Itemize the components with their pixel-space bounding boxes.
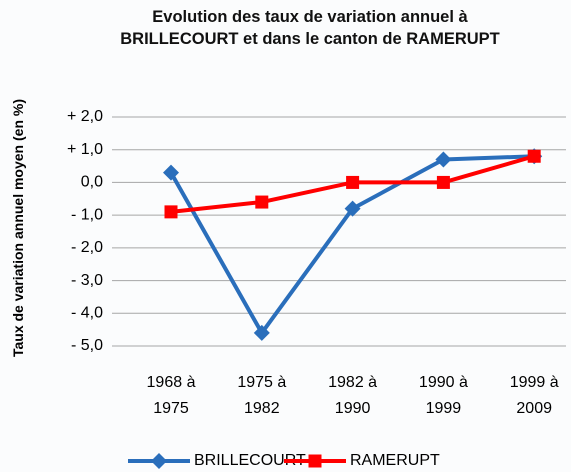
data-point — [527, 149, 541, 163]
y-tick-label: 0,0 — [81, 174, 103, 191]
y-tick-label: + 1,0 — [67, 141, 103, 158]
data-point — [436, 175, 450, 189]
data-point — [164, 205, 178, 219]
x-tick-label: 1968 à 1975 — [146, 374, 196, 417]
x-tick-label: 1975 à 1982 — [237, 374, 287, 417]
y-axis-label: Taux de variation annuel moyen (en %) — [10, 99, 26, 358]
data-point — [344, 200, 361, 217]
y-tick-label: - 5,0 — [71, 337, 103, 354]
legend-marker — [151, 453, 167, 469]
y-tick-label: - 4,0 — [71, 305, 103, 322]
x-tick-label: 1982 à 1990 — [328, 374, 378, 417]
data-point — [163, 164, 179, 181]
x-tick-label: 1999 à 2009 — [509, 374, 559, 417]
y-tick-label: + 2,0 — [67, 108, 103, 125]
legend-label: BRILLECOURT — [194, 452, 306, 469]
data-point — [253, 324, 270, 341]
legend-label: RAMERUPT — [350, 452, 440, 469]
data-point — [255, 195, 269, 209]
data-point — [346, 175, 360, 189]
data-point — [435, 151, 452, 168]
y-tick-label: - 3,0 — [71, 272, 103, 289]
legend-marker — [308, 454, 322, 468]
chart-title: Evolution des taux de variation annuel à… — [120, 8, 500, 48]
x-tick-label: 1990 à 1999 — [418, 374, 468, 417]
y-tick-label: - 2,0 — [71, 239, 103, 256]
y-tick-label: - 1,0 — [71, 206, 103, 223]
